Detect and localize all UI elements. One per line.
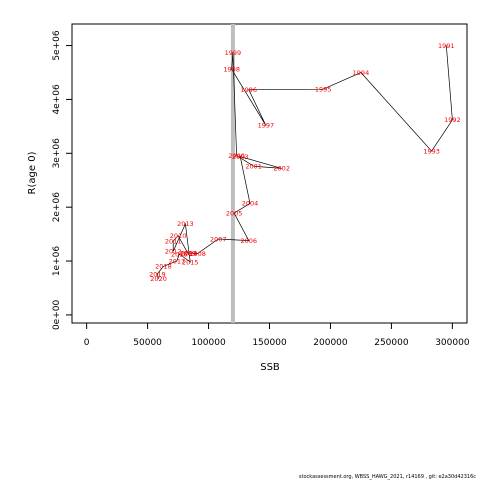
point-label-1996: 1996	[241, 86, 258, 94]
point-label-2009: 2009	[180, 249, 197, 257]
series-line	[156, 45, 453, 279]
point-label-2003: 2003	[232, 153, 249, 161]
point-label-2001: 2001	[245, 163, 262, 171]
point-label-2004: 2004	[242, 200, 259, 208]
point-label-2010: 2010	[170, 232, 187, 240]
point-label-2018: 2018	[155, 263, 172, 271]
point-label-2006: 2006	[241, 237, 258, 245]
point-label-2013: 2013	[177, 220, 194, 228]
point-label-1992: 1992	[444, 116, 461, 124]
y-tick-label: 1e+06	[52, 246, 62, 277]
y-tick-label: 0e+00	[52, 300, 62, 331]
point-label-2005: 2005	[226, 209, 243, 217]
y-tick-label: 4e+06	[52, 84, 62, 115]
point-label-2007: 2007	[210, 235, 227, 243]
point-label-2016: 2016	[171, 250, 188, 258]
point-label-2015: 2015	[182, 258, 199, 266]
axes: 0 50000 100000 150000 200000 250000 300000 0e+0…	[52, 23, 470, 348]
point-label-1997: 1997	[258, 122, 275, 130]
x-tick-label: 300000	[435, 338, 470, 348]
y-tick-label: 3e+06	[52, 138, 62, 169]
x-tick-label: 250000	[374, 338, 409, 348]
point-label-2014: 2014	[181, 249, 198, 257]
x-tick-label: 50000	[133, 338, 162, 348]
series-line-group	[156, 45, 453, 279]
point-label-1998: 1998	[223, 66, 240, 74]
y-axis-title: R(age 0)	[27, 151, 38, 194]
point-label-1994: 1994	[353, 69, 370, 77]
point-label-1991: 1991	[438, 42, 455, 50]
point-label-2008: 2008	[189, 250, 206, 258]
y-tick-label: 5e+06	[52, 30, 62, 61]
point-label-2020: 2020	[150, 275, 167, 283]
point-labels-group: 1991 1992 1993 1994 1995 1996 1997 1998 1999 2000…	[149, 42, 461, 283]
x-tick-label: 150000	[252, 338, 287, 348]
point-label-2002: 2002	[273, 165, 290, 173]
x-axis-title: SSB	[260, 362, 280, 373]
plot-frame	[71, 23, 468, 324]
point-label-2000: 2000	[228, 152, 245, 160]
point-label-1993: 1993	[423, 147, 440, 155]
point-label-1995: 1995	[315, 85, 332, 93]
x-tick-label: 0	[84, 338, 90, 348]
point-label-2017: 2017	[169, 257, 186, 265]
point-label-1999: 1999	[225, 49, 242, 57]
footer-caption: stockassessment.org, WBSS_HAWG_2021, r14…	[298, 474, 476, 480]
point-label-2012: 2012	[165, 248, 182, 256]
point-label-2019: 2019	[149, 270, 166, 278]
y-tick-label: 2e+06	[52, 192, 62, 223]
point-label-2011: 2011	[165, 237, 182, 245]
x-tick-label: 100000	[191, 338, 226, 348]
x-tick-label: 200000	[313, 338, 348, 348]
